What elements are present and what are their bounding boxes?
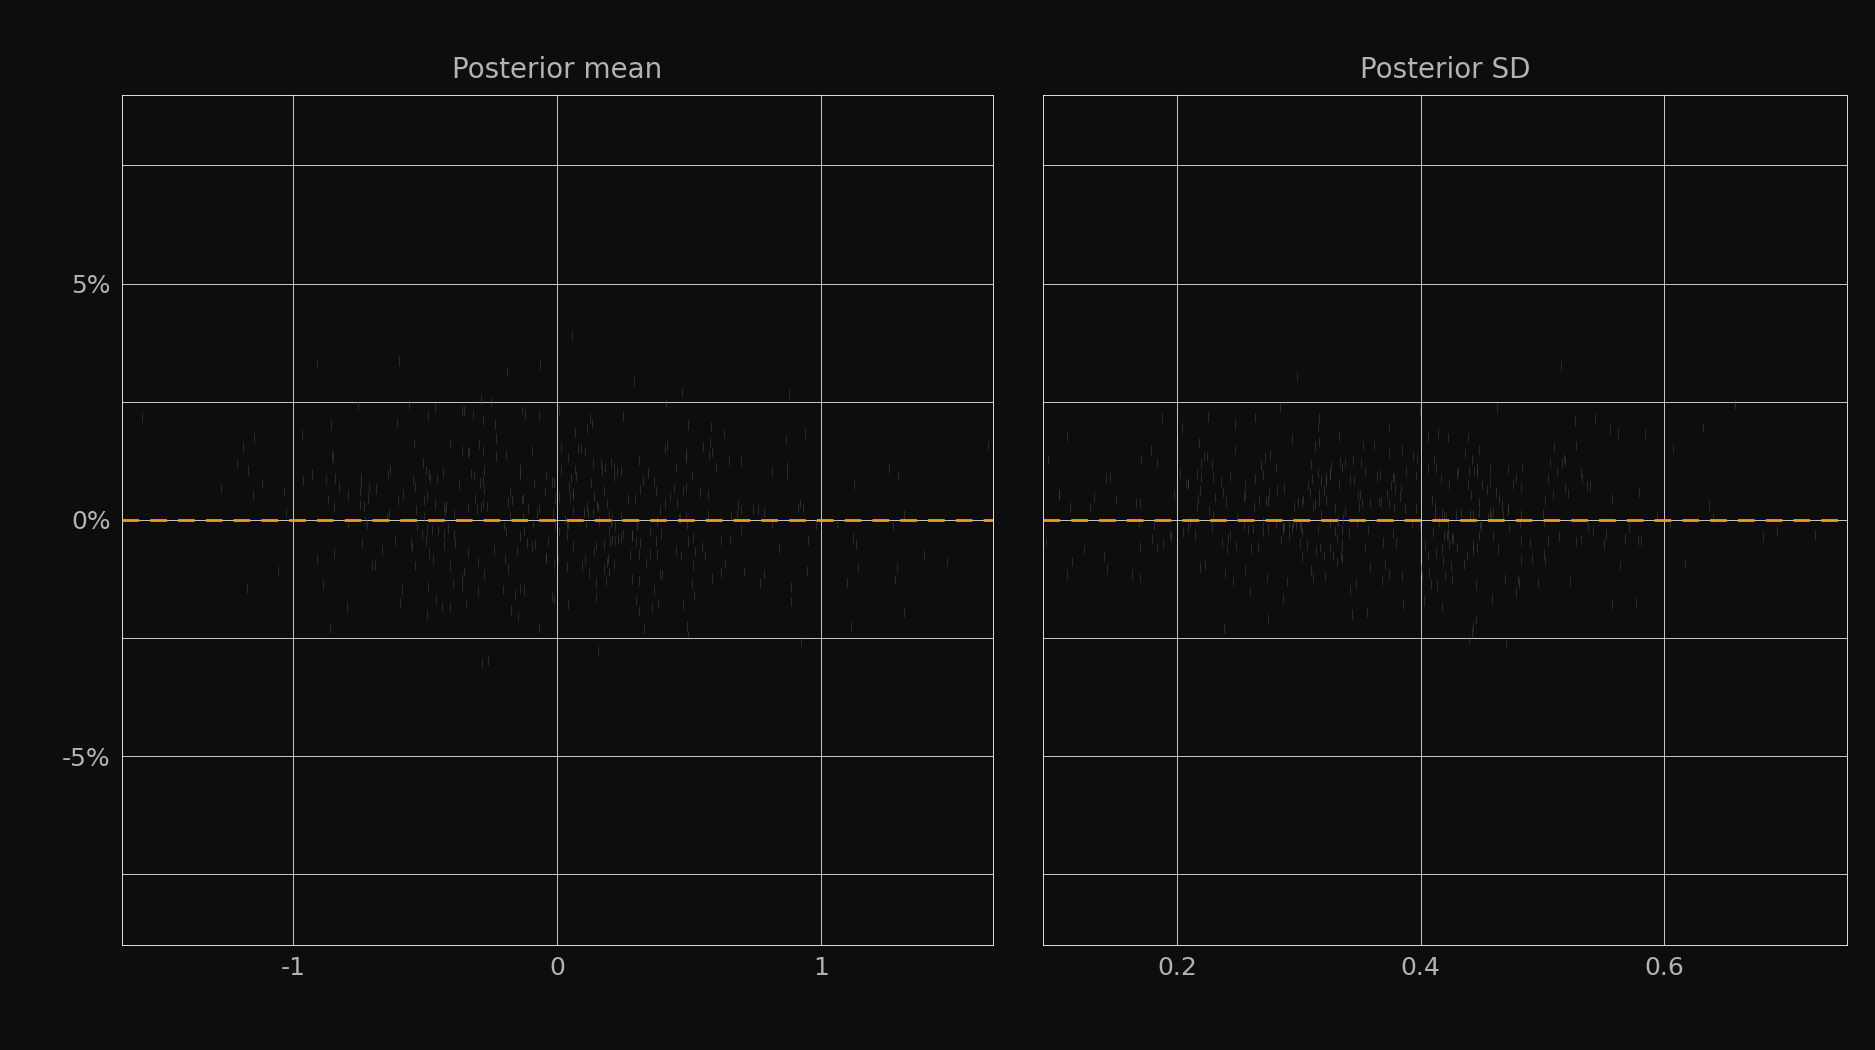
Title: Posterior SD: Posterior SD [1359,56,1530,84]
Title: Posterior mean: Posterior mean [452,56,662,84]
